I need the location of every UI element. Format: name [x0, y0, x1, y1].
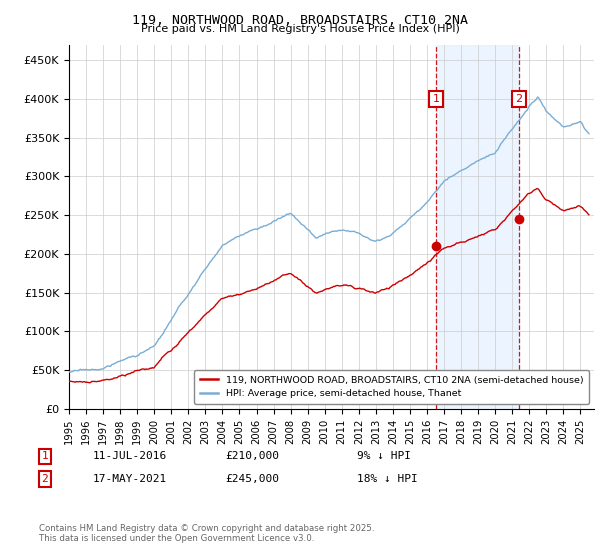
Text: 17-MAY-2021: 17-MAY-2021 [93, 474, 167, 484]
Bar [436, 45, 518, 409]
Text: £245,000: £245,000 [225, 474, 279, 484]
Text: 11-JUL-2016: 11-JUL-2016 [93, 451, 167, 461]
Text: 119, NORTHWOOD ROAD, BROADSTAIRS, CT10 2NA: 119, NORTHWOOD ROAD, BROADSTAIRS, CT10 2… [132, 14, 468, 27]
Text: 2: 2 [515, 94, 522, 104]
Text: 9% ↓ HPI: 9% ↓ HPI [357, 451, 411, 461]
Text: 2: 2 [41, 474, 49, 484]
Text: 18% ↓ HPI: 18% ↓ HPI [357, 474, 418, 484]
Legend: 119, NORTHWOOD ROAD, BROADSTAIRS, CT10 2NA (semi-detached house), HPI: Average p: 119, NORTHWOOD ROAD, BROADSTAIRS, CT10 2… [194, 370, 589, 404]
Text: Price paid vs. HM Land Registry's House Price Index (HPI): Price paid vs. HM Land Registry's House … [140, 24, 460, 34]
Text: 1: 1 [433, 94, 439, 104]
Text: 1: 1 [41, 451, 49, 461]
Text: Contains HM Land Registry data © Crown copyright and database right 2025.
This d: Contains HM Land Registry data © Crown c… [39, 524, 374, 543]
Text: £210,000: £210,000 [225, 451, 279, 461]
